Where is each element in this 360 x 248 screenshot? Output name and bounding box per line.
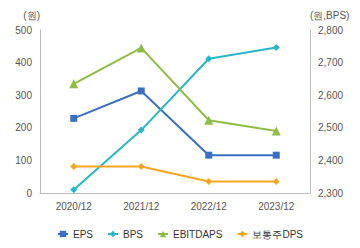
svg-text:200: 200 <box>15 122 32 133</box>
svg-text:2021/12: 2021/12 <box>123 201 160 212</box>
svg-text:EBITDAPS: EBITDAPS <box>173 229 223 240</box>
svg-text:2,300: 2,300 <box>318 188 343 199</box>
svg-text:BPS: BPS <box>123 229 143 240</box>
svg-text:2022/12: 2022/12 <box>191 201 228 212</box>
svg-text:400: 400 <box>15 57 32 68</box>
svg-text:2023/12: 2023/12 <box>258 201 295 212</box>
svg-text:(원,BPS): (원,BPS) <box>310 10 349 21</box>
svg-text:300: 300 <box>15 90 32 101</box>
svg-text:0: 0 <box>26 188 32 199</box>
svg-text:보통주DPS: 보통주DPS <box>252 229 303 240</box>
svg-text:2,600: 2,600 <box>318 90 343 101</box>
svg-text:2,500: 2,500 <box>318 122 343 133</box>
svg-text:(원): (원) <box>23 10 40 21</box>
svg-text:2020/12: 2020/12 <box>56 201 93 212</box>
svg-text:EPS: EPS <box>73 229 93 240</box>
svg-text:100: 100 <box>15 155 32 166</box>
svg-text:2,800: 2,800 <box>318 25 343 36</box>
svg-text:2,700: 2,700 <box>318 57 343 68</box>
svg-text:500: 500 <box>15 25 32 36</box>
svg-text:2,400: 2,400 <box>318 155 343 166</box>
